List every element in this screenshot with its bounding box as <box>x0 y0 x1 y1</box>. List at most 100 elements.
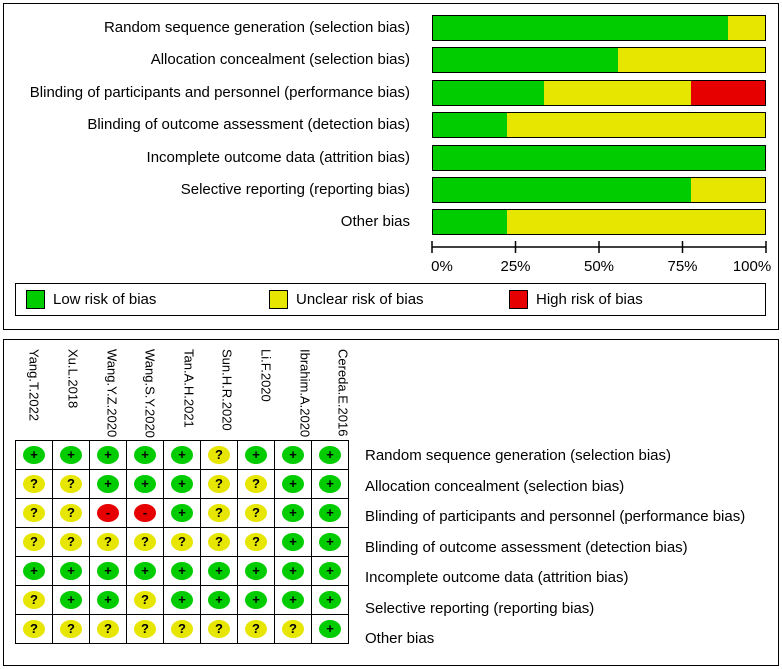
study-header: Wang.Y.Z.2020 <box>102 349 122 437</box>
judgement-cell: ? <box>52 614 90 644</box>
high-risk-icon: - <box>134 504 156 522</box>
bar-segment-unclear-risk-of-bias <box>543 81 691 105</box>
legend-item-unclear: Unclear risk of bias <box>269 290 424 309</box>
bar-segment-unclear-risk-of-bias <box>617 48 765 72</box>
stacked-bar <box>432 145 766 171</box>
high-risk-icon: - <box>97 504 119 522</box>
judgement-cell: + <box>89 585 127 615</box>
judgement-cell: + <box>89 556 127 586</box>
stacked-bar <box>432 15 766 41</box>
risk-of-bias-summary-panel <box>3 339 779 666</box>
stacked-bar <box>432 177 766 203</box>
unclear-risk-icon: ? <box>134 620 156 638</box>
judgement-cell: + <box>274 585 312 615</box>
summary-row-label: Random sequence generation (selection bi… <box>365 447 672 464</box>
study-name: Cereda.E.2016 <box>335 349 351 437</box>
bar-label: Incomplete outcome data (attrition bias) <box>146 149 410 166</box>
judgement-cell: + <box>274 440 312 470</box>
summary-row: ??????? + + <box>15 527 349 557</box>
unclear-risk-icon: ? <box>97 533 119 551</box>
judgement-cell: + <box>163 498 201 528</box>
judgement-cell: ? <box>126 585 164 615</box>
judgement-cell: + <box>237 585 275 615</box>
low-risk-icon: + <box>282 504 304 522</box>
unclear-risk-icon: ? <box>60 533 82 551</box>
low-risk-icon: + <box>171 562 193 580</box>
summary-row: + + + + +? + + + <box>15 440 349 470</box>
study-header: Wang.S.Y.2020 <box>140 349 160 438</box>
summary-row-label: Blinding of outcome assessment (detectio… <box>365 538 688 556</box>
judgement-cell: + <box>52 556 90 586</box>
bar-label: Blinding of outcome assessment (detectio… <box>87 116 410 133</box>
bar-label: Selective reporting (reporting bias) <box>180 181 410 198</box>
judgement-cell: + <box>163 556 201 586</box>
unclear-risk-icon: ? <box>245 620 267 638</box>
study-header: Sun.H.R.2020 <box>217 349 237 435</box>
judgement-cell: ? <box>15 614 53 644</box>
low-risk-icon: + <box>60 446 82 464</box>
unclear-risk-icon: ? <box>208 475 230 493</box>
judgement-cell: + <box>274 527 312 557</box>
unclear-risk-icon: ? <box>23 620 45 638</box>
x-tick-label: 100% <box>732 258 772 275</box>
unclear-risk-icon: ? <box>60 475 82 493</box>
unclear-risk-icon: ? <box>245 504 267 522</box>
low-risk-icon: + <box>171 475 193 493</box>
low-risk-icon: + <box>97 591 119 609</box>
low-risk-icon: + <box>282 533 304 551</box>
legend-label-high: High risk of bias <box>536 291 643 308</box>
legend-item-low: Low risk of bias <box>26 290 156 309</box>
judgement-cell: ? <box>15 585 53 615</box>
judgement-cell: + <box>163 440 201 470</box>
legend-swatch-unclear <box>269 290 288 309</box>
low-risk-icon: + <box>23 446 45 464</box>
judgement-cell: ? <box>237 527 275 557</box>
summary-row-label: Other bias <box>365 630 435 647</box>
unclear-risk-icon: ? <box>208 504 230 522</box>
judgement-cell: + <box>52 585 90 615</box>
legend-swatch-high <box>509 290 528 309</box>
summary-row: + + + + + + + + + <box>15 556 349 586</box>
bar-segment-unclear-risk-of-bias <box>506 210 765 234</box>
study-header: Ibrahim.A.2020 <box>295 349 315 437</box>
legend-item-high: High risk of bias <box>509 290 643 309</box>
judgement-cell: + <box>126 469 164 499</box>
study-header: Yang.T.2022 <box>24 349 44 435</box>
judgement-cell: + <box>237 556 275 586</box>
judgement-cell: ? <box>15 498 53 528</box>
study-header: Li.F.2020 <box>256 349 276 435</box>
judgement-cell: - <box>89 498 127 528</box>
bar-segment-high-risk-of-bias <box>690 81 765 105</box>
stacked-bar <box>432 209 766 235</box>
summary-row-label: Selective reporting (reporting bias) <box>365 599 595 617</box>
x-tick-label: 25% <box>500 258 531 275</box>
judgement-cell: ? <box>52 469 90 499</box>
judgement-cell: + <box>311 585 349 615</box>
judgement-cell: + <box>126 440 164 470</box>
bar-segment-low-risk-of-bias <box>433 210 507 234</box>
summary-row-label: Incomplete outcome data (attrition bias) <box>365 569 629 586</box>
judgement-cell: + <box>89 469 127 499</box>
bar-label: Random sequence generation (selection bi… <box>103 19 410 36</box>
judgement-cell: + <box>311 440 349 470</box>
low-risk-icon: + <box>319 620 341 638</box>
stacked-bar <box>432 80 766 106</box>
bar-segment-low-risk-of-bias <box>433 81 544 105</box>
low-risk-icon: + <box>23 562 45 580</box>
study-name: Yang.T.2022 <box>26 349 42 422</box>
judgement-cell: ? <box>237 614 275 644</box>
judgement-cell: ? <box>126 614 164 644</box>
summary-row-label: Allocation concealment (selection bias) <box>365 477 625 495</box>
bar-label: Allocation concealment (selection bias) <box>150 51 410 68</box>
x-tick-label: 0% <box>431 258 453 275</box>
judgement-cell: + <box>200 585 238 615</box>
low-risk-icon: + <box>245 591 267 609</box>
low-risk-icon: + <box>319 533 341 551</box>
study-name: Wang.S.Y.2020 <box>142 349 158 438</box>
summary-row: ? + +? + + + + + <box>15 585 349 615</box>
low-risk-icon: + <box>282 562 304 580</box>
judgement-cell: ? <box>200 498 238 528</box>
legend: Low risk of bias Unclear risk of bias Hi… <box>15 283 766 316</box>
low-risk-icon: + <box>171 504 193 522</box>
low-risk-icon: + <box>319 562 341 580</box>
